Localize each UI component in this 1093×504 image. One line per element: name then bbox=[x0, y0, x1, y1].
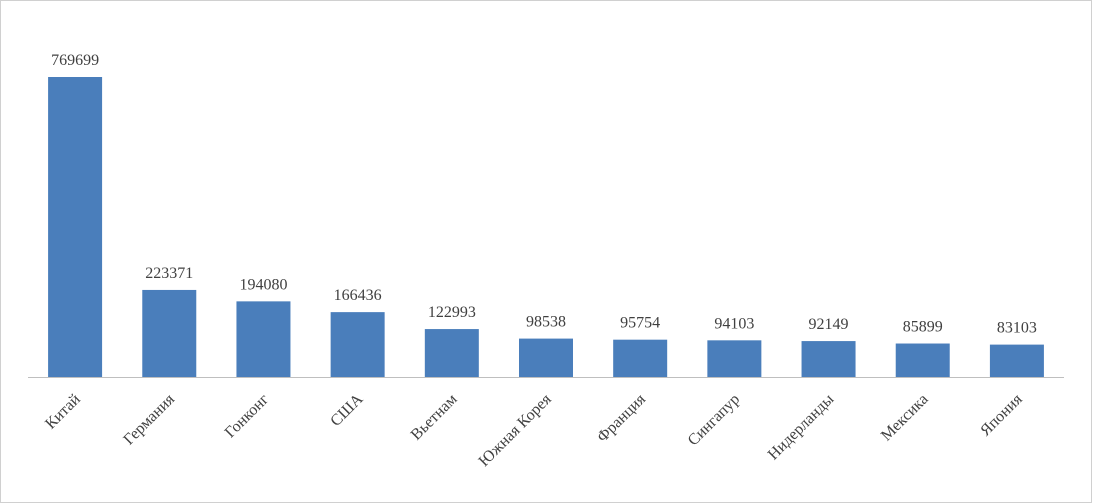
bar bbox=[424, 329, 479, 377]
data-label: 92149 bbox=[809, 316, 849, 333]
bar bbox=[707, 340, 762, 377]
bar bbox=[519, 338, 573, 377]
data-label: 122993 bbox=[428, 304, 476, 321]
bar bbox=[330, 312, 385, 377]
bar bbox=[48, 77, 103, 377]
data-label: 83103 bbox=[997, 320, 1037, 337]
bar bbox=[895, 343, 950, 377]
data-label: 85899 bbox=[903, 319, 943, 336]
bar bbox=[801, 341, 856, 377]
bar bbox=[989, 344, 1044, 377]
data-label: 95754 bbox=[620, 315, 660, 332]
data-label: 166436 bbox=[334, 287, 382, 304]
bar bbox=[613, 339, 668, 377]
data-label: 94103 bbox=[714, 315, 754, 332]
bar bbox=[236, 301, 291, 377]
data-label: 769699 bbox=[51, 52, 99, 69]
data-label: 98538 bbox=[526, 314, 566, 331]
data-label: 223371 bbox=[145, 265, 193, 282]
bar bbox=[142, 289, 197, 377]
data-label: 194080 bbox=[239, 276, 287, 293]
